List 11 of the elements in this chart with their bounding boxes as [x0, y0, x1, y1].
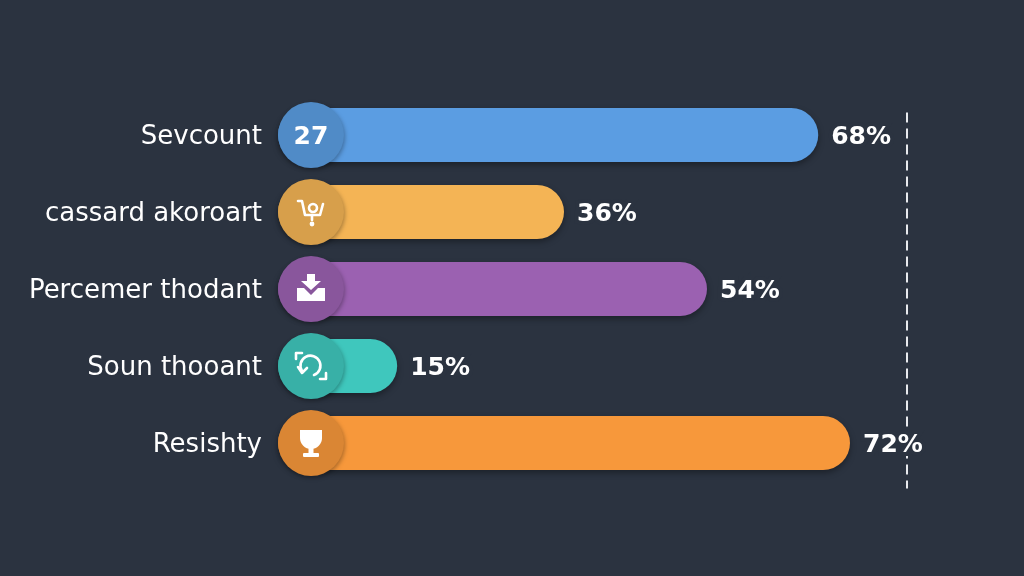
y-tick-label: Percemer thodant — [28, 274, 262, 305]
y-tick-label: cassard akoroart — [44, 197, 262, 228]
y-tick-label: Resishty — [152, 428, 262, 459]
data-label: 15% — [410, 351, 471, 381]
annotation: 27 — [293, 120, 329, 150]
data-label: 36% — [577, 197, 637, 227]
data-label: 72% — [863, 428, 923, 458]
y-tick-label: Soun thooant — [87, 351, 262, 382]
data-label: 68% — [831, 120, 892, 150]
y-tick-label: Sevcount — [140, 120, 262, 151]
data-label: 54% — [720, 274, 780, 304]
